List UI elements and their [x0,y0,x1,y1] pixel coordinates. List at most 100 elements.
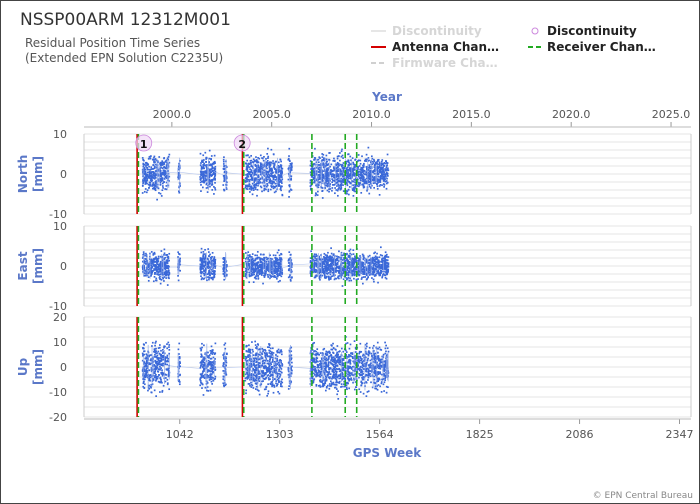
panel-east-point [331,262,333,265]
panel-north-point [354,181,356,184]
panel-up-point [208,354,211,356]
legend-discontinuity-marker-label[interactable]: Discontinuity [547,24,637,38]
panel-north-point [252,187,254,190]
panel-up-point [178,381,181,383]
panel-east-point [324,267,327,270]
panel-north-point [142,164,145,166]
panel-up-point [148,379,150,382]
panel-east-point [276,269,278,271]
panel-north-point [325,154,328,157]
panel-east-point [369,271,371,274]
panel-north-point [204,164,207,167]
panel-east-point [159,255,162,258]
panel-east-point [318,276,321,279]
panel-east-point [259,260,262,263]
panel-north-point [260,186,263,189]
panel-north-point [222,174,225,177]
panel-east-point [314,263,316,265]
panel-east-point [322,261,325,263]
panel-north-point [374,163,377,166]
panel-east-point [267,270,270,272]
panel-east-point [260,274,263,276]
panel-north-point [354,190,357,193]
panel-east-point [381,257,384,260]
panel-east-point [141,266,144,268]
panel-north-point [144,183,147,185]
panel-east-point [208,255,210,257]
panel-north-point [200,165,203,168]
panel-north-point [156,186,159,188]
panel-east-point [289,274,291,276]
panel-east-point [362,267,365,270]
panel-east-point [336,255,338,258]
panel-up-point [157,370,160,373]
panel-north-point [211,189,214,191]
panel-north-point [288,155,290,157]
panel-east-point [384,267,387,270]
panel-east-point [259,253,262,256]
panel-east-point [177,274,179,277]
panel-east-point [366,261,369,264]
panel-up-point [178,342,181,345]
panel-north-point [202,170,205,173]
panel-north-point [322,175,324,177]
panel-east-point [345,265,348,268]
panel-east-point [143,267,145,270]
panel-east-point [163,276,166,278]
panel-north-point [288,184,291,186]
panel-north-point [255,173,258,176]
panel-north-point [248,183,251,185]
panel-north-point [147,168,150,171]
panel-up-point [145,356,148,359]
panel-east-point [318,272,321,275]
panel-north-point [368,192,371,195]
panel-east-point [266,258,268,261]
panel-east-point [365,260,368,263]
panel-north-point [152,174,155,177]
panel-north-point [330,174,333,176]
panel-east-point [200,257,203,260]
panel-north-point [244,181,247,183]
legend-receiver-label[interactable]: Receiver Chan… [547,40,656,54]
panel-up-point [145,368,147,371]
panel-east-point [248,274,251,276]
panel-north-point [270,167,273,170]
panel-north-point [270,161,273,164]
legend-discontinuity-line-label[interactable]: Discontinuity [392,24,482,38]
panel-north-point [357,175,360,178]
panel-up-point [154,370,157,373]
panel-east-point [326,254,328,257]
legend-firmware-label[interactable]: Firmware Cha… [392,56,498,70]
chart-subtitle-line1: Residual Position Time Series [25,36,200,50]
panel-up-point [153,350,155,353]
panel-east-point [155,277,158,280]
panel-east-point [353,258,355,260]
panel-north-point [328,185,331,188]
panel-east-point [329,277,332,279]
panel-up-point [155,363,158,365]
panel-east-point [256,271,259,274]
panel-north-point [272,177,275,179]
panel-east-point [362,261,365,264]
panel-north-point [160,172,163,175]
panel-up-point [153,376,156,379]
panel-north-point [290,168,292,171]
panel-north-point [340,155,343,158]
panel-north-point [152,168,155,170]
panel-north-point [255,178,257,181]
panel-up-point [155,352,158,355]
panel-east-point [347,276,350,279]
panel-north-point [348,162,351,164]
panel-north-point [273,185,276,188]
panel-east-point [365,267,368,270]
panel-north-point [345,174,348,177]
panel-north-point [258,157,261,160]
panel-north-point [257,182,260,185]
panel-east-point [268,267,271,270]
panel-north-point [246,159,249,162]
legend-antenna-label[interactable]: Antenna Chan… [392,40,499,54]
panel-north-point [315,172,318,175]
panel-east-point [213,270,215,272]
panel-north-point [200,190,202,192]
panel-east-point [383,266,386,268]
